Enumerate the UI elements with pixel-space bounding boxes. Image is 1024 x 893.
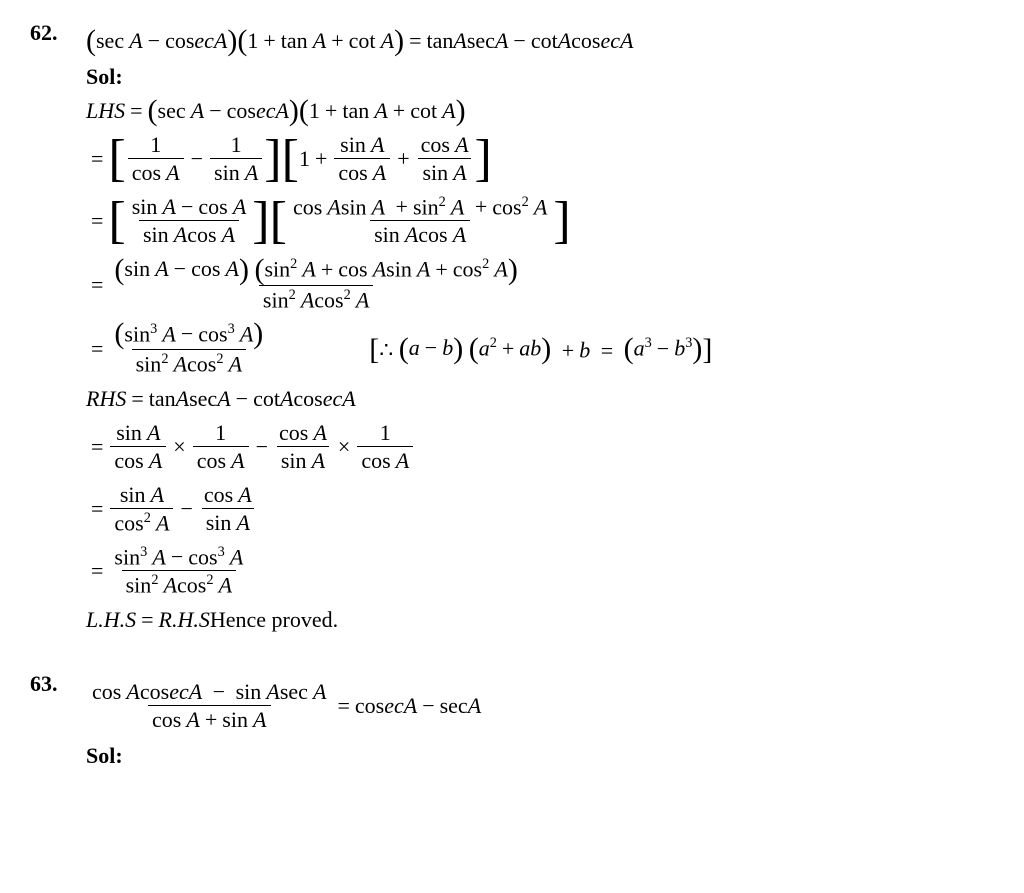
statement: sec A−cosecA 1+tan A+cot A = tan A sec A… — [86, 28, 994, 54]
step-lhs: LHS= sec A−cosecA 1+tan A+cot A — [86, 98, 994, 124]
problem-number: 62. — [30, 20, 86, 46]
formula-note: ∴ a−b a2+ab +b = a3−b3 — [369, 335, 712, 363]
problem-62: 62. sec A−cosecA 1+tan A+cot A = tan A s… — [30, 20, 994, 641]
problem-content: sec A−cosecA 1+tan A+cot A = tan A sec A… — [86, 20, 994, 641]
step-8: = sin Acos2 A − cos Asin A — [86, 482, 994, 536]
step-2: = 1 cos A − 1 sin A 1+ sin A cos A + — [86, 132, 994, 186]
step-9: = sin3 A−cos3 A sin2 Acos2 A — [86, 544, 994, 599]
problem-number: 63. — [30, 671, 86, 697]
statement: cos AcosecA − sin Asec A cos A+sin A = c… — [86, 679, 994, 733]
problem-content: cos AcosecA − sin Asec A cos A+sin A = c… — [86, 671, 994, 775]
sol-label: Sol: — [86, 64, 994, 90]
step-5: = sin3 A−cos3 A sin2 Acos2 A ∴ a−b a2+ab… — [86, 321, 994, 378]
step-7: = sin Acos A × 1cos A − cos Asin A × 1co… — [86, 420, 994, 474]
sol-label: Sol: — [86, 743, 994, 769]
hence-proved: Hence proved. — [210, 607, 338, 633]
step-rhs: RHS= tan A sec A − cot A cosecA — [86, 386, 994, 412]
step-4: = sin A−cos A sin2 A+cos Asin A+cos2 A s… — [86, 256, 994, 313]
conclusion: L.H.S=R.H.S Hence proved. — [86, 607, 994, 633]
step-3: = sin A−cos A sin Acos A cos Asin A +sin… — [86, 194, 994, 248]
problem-63: 63. cos AcosecA − sin Asec A cos A+sin A… — [30, 671, 994, 775]
